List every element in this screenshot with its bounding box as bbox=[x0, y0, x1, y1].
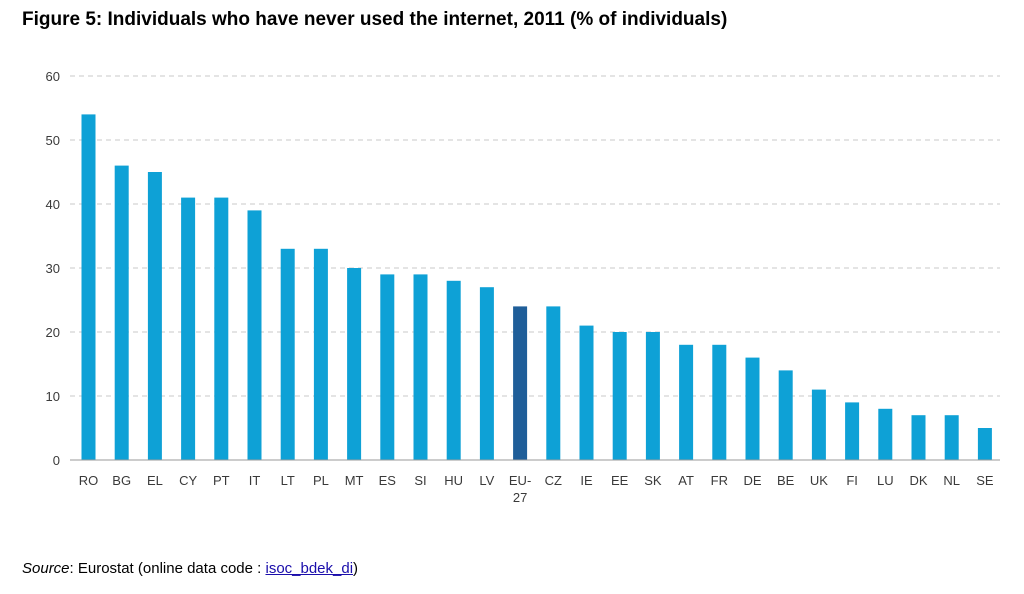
x-tick-label: ES bbox=[379, 473, 397, 488]
bar-fi bbox=[845, 402, 860, 460]
bar-it bbox=[247, 210, 262, 460]
bar-fr bbox=[712, 344, 727, 460]
source-note: Source: Eurostat (online data code : iso… bbox=[22, 560, 358, 577]
x-tick-label: FI bbox=[846, 473, 858, 488]
y-tick-label: 10 bbox=[46, 389, 60, 404]
source-label: Source bbox=[22, 560, 70, 577]
bar-cy bbox=[181, 197, 196, 460]
axes: 0 10 20 30 40 50 60 RO BG EL CY PT IT LT PL MT ES SI HU LV E… bbox=[46, 69, 1000, 505]
x-tick-label: LT bbox=[281, 473, 295, 488]
x-tick-label: 27 bbox=[513, 490, 527, 505]
x-tick-label: LV bbox=[479, 473, 494, 488]
x-tick-label: EE bbox=[611, 473, 629, 488]
x-tick-label: AT bbox=[678, 473, 694, 488]
bar-eu-27 bbox=[513, 306, 528, 460]
bar-el bbox=[147, 172, 162, 460]
gridlines bbox=[70, 75, 1000, 397]
x-tick-label: EL bbox=[147, 473, 163, 488]
y-tick-label: 0 bbox=[53, 453, 60, 468]
bar-lt bbox=[280, 248, 295, 460]
bar-bg bbox=[114, 165, 129, 460]
bar-lv bbox=[479, 287, 494, 460]
bar-uk bbox=[811, 389, 826, 460]
bar-lu bbox=[878, 408, 893, 460]
source-link[interactable]: isoc_bdek_di bbox=[265, 560, 354, 577]
bar-be bbox=[778, 370, 793, 460]
y-tick-label: 30 bbox=[46, 261, 60, 276]
x-tick-label: PT bbox=[213, 473, 230, 488]
bar-hu bbox=[446, 280, 461, 460]
x-tick-label: PL bbox=[313, 473, 329, 488]
bar-es bbox=[380, 274, 395, 460]
x-tick-label: NL bbox=[943, 473, 960, 488]
x-tick-label: MT bbox=[345, 473, 364, 488]
x-tick-label: DK bbox=[909, 473, 927, 488]
y-tick-label: 60 bbox=[46, 69, 60, 84]
x-tick-label: IE bbox=[580, 473, 593, 488]
x-tick-label: EU- bbox=[509, 473, 531, 488]
bar-cz bbox=[546, 306, 561, 460]
bar-ee bbox=[612, 332, 627, 460]
y-tick-label: 40 bbox=[46, 197, 60, 212]
bar-sk bbox=[645, 332, 660, 460]
bar-si bbox=[413, 274, 428, 460]
bar-pl bbox=[313, 248, 328, 460]
x-tick-label: FR bbox=[711, 473, 728, 488]
x-tick-label: SK bbox=[644, 473, 662, 488]
x-tick-label: RO bbox=[79, 473, 99, 488]
bar-dk bbox=[911, 415, 926, 460]
bars bbox=[81, 114, 992, 461]
x-tick-label: SE bbox=[976, 473, 994, 488]
bar-pt bbox=[214, 197, 229, 460]
chart-title: Figure 5: Individuals who have never use… bbox=[22, 9, 728, 30]
x-tick-label: LU bbox=[877, 473, 894, 488]
bar-mt bbox=[347, 268, 362, 460]
source-suffix: ) bbox=[353, 560, 359, 577]
y-tick-label: 50 bbox=[46, 133, 60, 148]
y-tick-label: 20 bbox=[46, 325, 60, 340]
bar-nl bbox=[944, 415, 959, 460]
x-tick-label: BG bbox=[112, 473, 131, 488]
bar-ie bbox=[579, 325, 594, 460]
bar-de bbox=[745, 357, 760, 460]
bar-at bbox=[679, 344, 694, 460]
x-tick-label: SI bbox=[414, 473, 426, 488]
bar-ro bbox=[81, 114, 96, 461]
x-tick-label: UK bbox=[810, 473, 828, 488]
x-tick-label: HU bbox=[444, 473, 463, 488]
source-text: : Eurostat (online data code : bbox=[69, 560, 266, 577]
x-tick-label: CZ bbox=[545, 473, 562, 488]
x-tick-label: CY bbox=[179, 473, 197, 488]
x-tick-label: IT bbox=[249, 473, 261, 488]
bar-se bbox=[977, 428, 992, 460]
x-tick-label: BE bbox=[777, 473, 795, 488]
x-tick-label: DE bbox=[743, 473, 761, 488]
